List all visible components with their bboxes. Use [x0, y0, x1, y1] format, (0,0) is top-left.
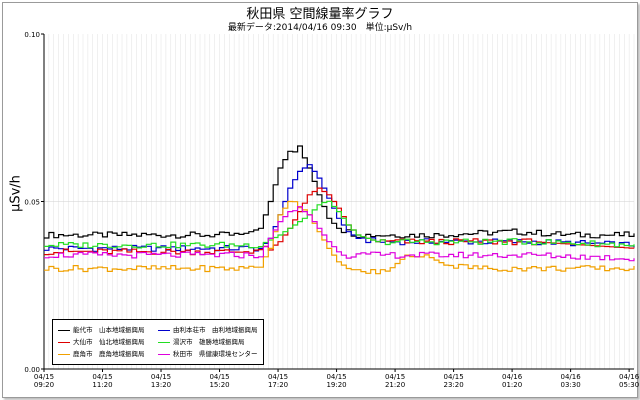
legend-label: 秋田市 県健康環境センター — [173, 350, 258, 358]
legend-entry: 大仙市 仙北地域振興局 — [58, 337, 145, 347]
x-tick-time: 17:20 — [268, 381, 288, 389]
legend-swatch — [158, 329, 170, 331]
legend-entry: 秋田市 県健康環境センター — [158, 349, 258, 359]
series-line-3 — [44, 187, 635, 256]
chart-title: 秋田県 空間線量率グラフ — [246, 7, 394, 22]
x-tick-time: 03:30 — [561, 381, 581, 389]
x-tick-time: 05:30 — [619, 381, 639, 389]
x-tick-time: 21:20 — [385, 381, 405, 389]
legend-label: 由利本荘市 由利地域振興局 — [173, 326, 258, 334]
y-tick-label: 0.10 — [24, 31, 40, 39]
legend-entry: 湯沢市 雄勝地域振興局 — [158, 337, 245, 347]
legend-entry: 能代市 山本地域振興局 — [58, 325, 145, 335]
legend-label: 鹿角市 鹿角地域振興局 — [73, 350, 145, 358]
x-tick-time: 13:20 — [151, 381, 171, 389]
legend-swatch — [158, 353, 170, 355]
legend-label: 大仙市 仙北地域振興局 — [73, 338, 145, 346]
y-tick-label: 0.05 — [24, 199, 40, 207]
x-tick-date: 04/15 — [326, 373, 346, 381]
x-tick-time: 01:20 — [502, 381, 522, 389]
x-tick-date: 04/15 — [443, 373, 463, 381]
series-line-5 — [44, 200, 635, 275]
series-line-4 — [44, 200, 635, 249]
legend-label: 能代市 山本地域振興局 — [73, 326, 145, 334]
legend-swatch — [58, 341, 70, 343]
x-tick-date: 04/15 — [268, 373, 288, 381]
x-tick-time: 23:20 — [443, 381, 463, 389]
x-tick-date: 04/16 — [502, 373, 523, 381]
legend-swatch — [58, 353, 70, 355]
legend-entry: 鹿角市 鹿角地域振興局 — [58, 349, 145, 359]
x-tick-date: 04/15 — [209, 373, 229, 381]
x-tick-time: 11:20 — [92, 381, 112, 389]
chart-subtitle: 最新データ:2014/04/16 09:30 単位:μSv/h — [227, 23, 413, 33]
series-line-1 — [44, 145, 635, 239]
series-line-6 — [44, 206, 635, 262]
legend-entry: 由利本荘市 由利地域振興局 — [158, 325, 258, 335]
legend-swatch — [58, 329, 70, 331]
legend-swatch — [158, 341, 170, 343]
x-tick-date: 04/15 — [34, 373, 54, 381]
x-tick-date: 04/15 — [385, 373, 405, 381]
x-tick-date: 04/15 — [92, 373, 112, 381]
x-tick-date: 04/16 — [561, 373, 582, 381]
x-tick-date: 04/15 — [151, 373, 171, 381]
x-tick-date: 04/16 — [619, 373, 640, 381]
chart-legend: 能代市 山本地域振興局 由利本荘市 由利地域振興局大仙市 仙北地域振興局 湯沢市 雄… — [52, 319, 264, 365]
x-tick-time: 09:20 — [34, 381, 54, 389]
x-tick-time: 15:20 — [209, 381, 229, 389]
x-tick-time: 19:20 — [326, 381, 346, 389]
y-tick-label: 0.00 — [24, 366, 40, 374]
legend-label: 湯沢市 雄勝地域振興局 — [173, 338, 245, 346]
